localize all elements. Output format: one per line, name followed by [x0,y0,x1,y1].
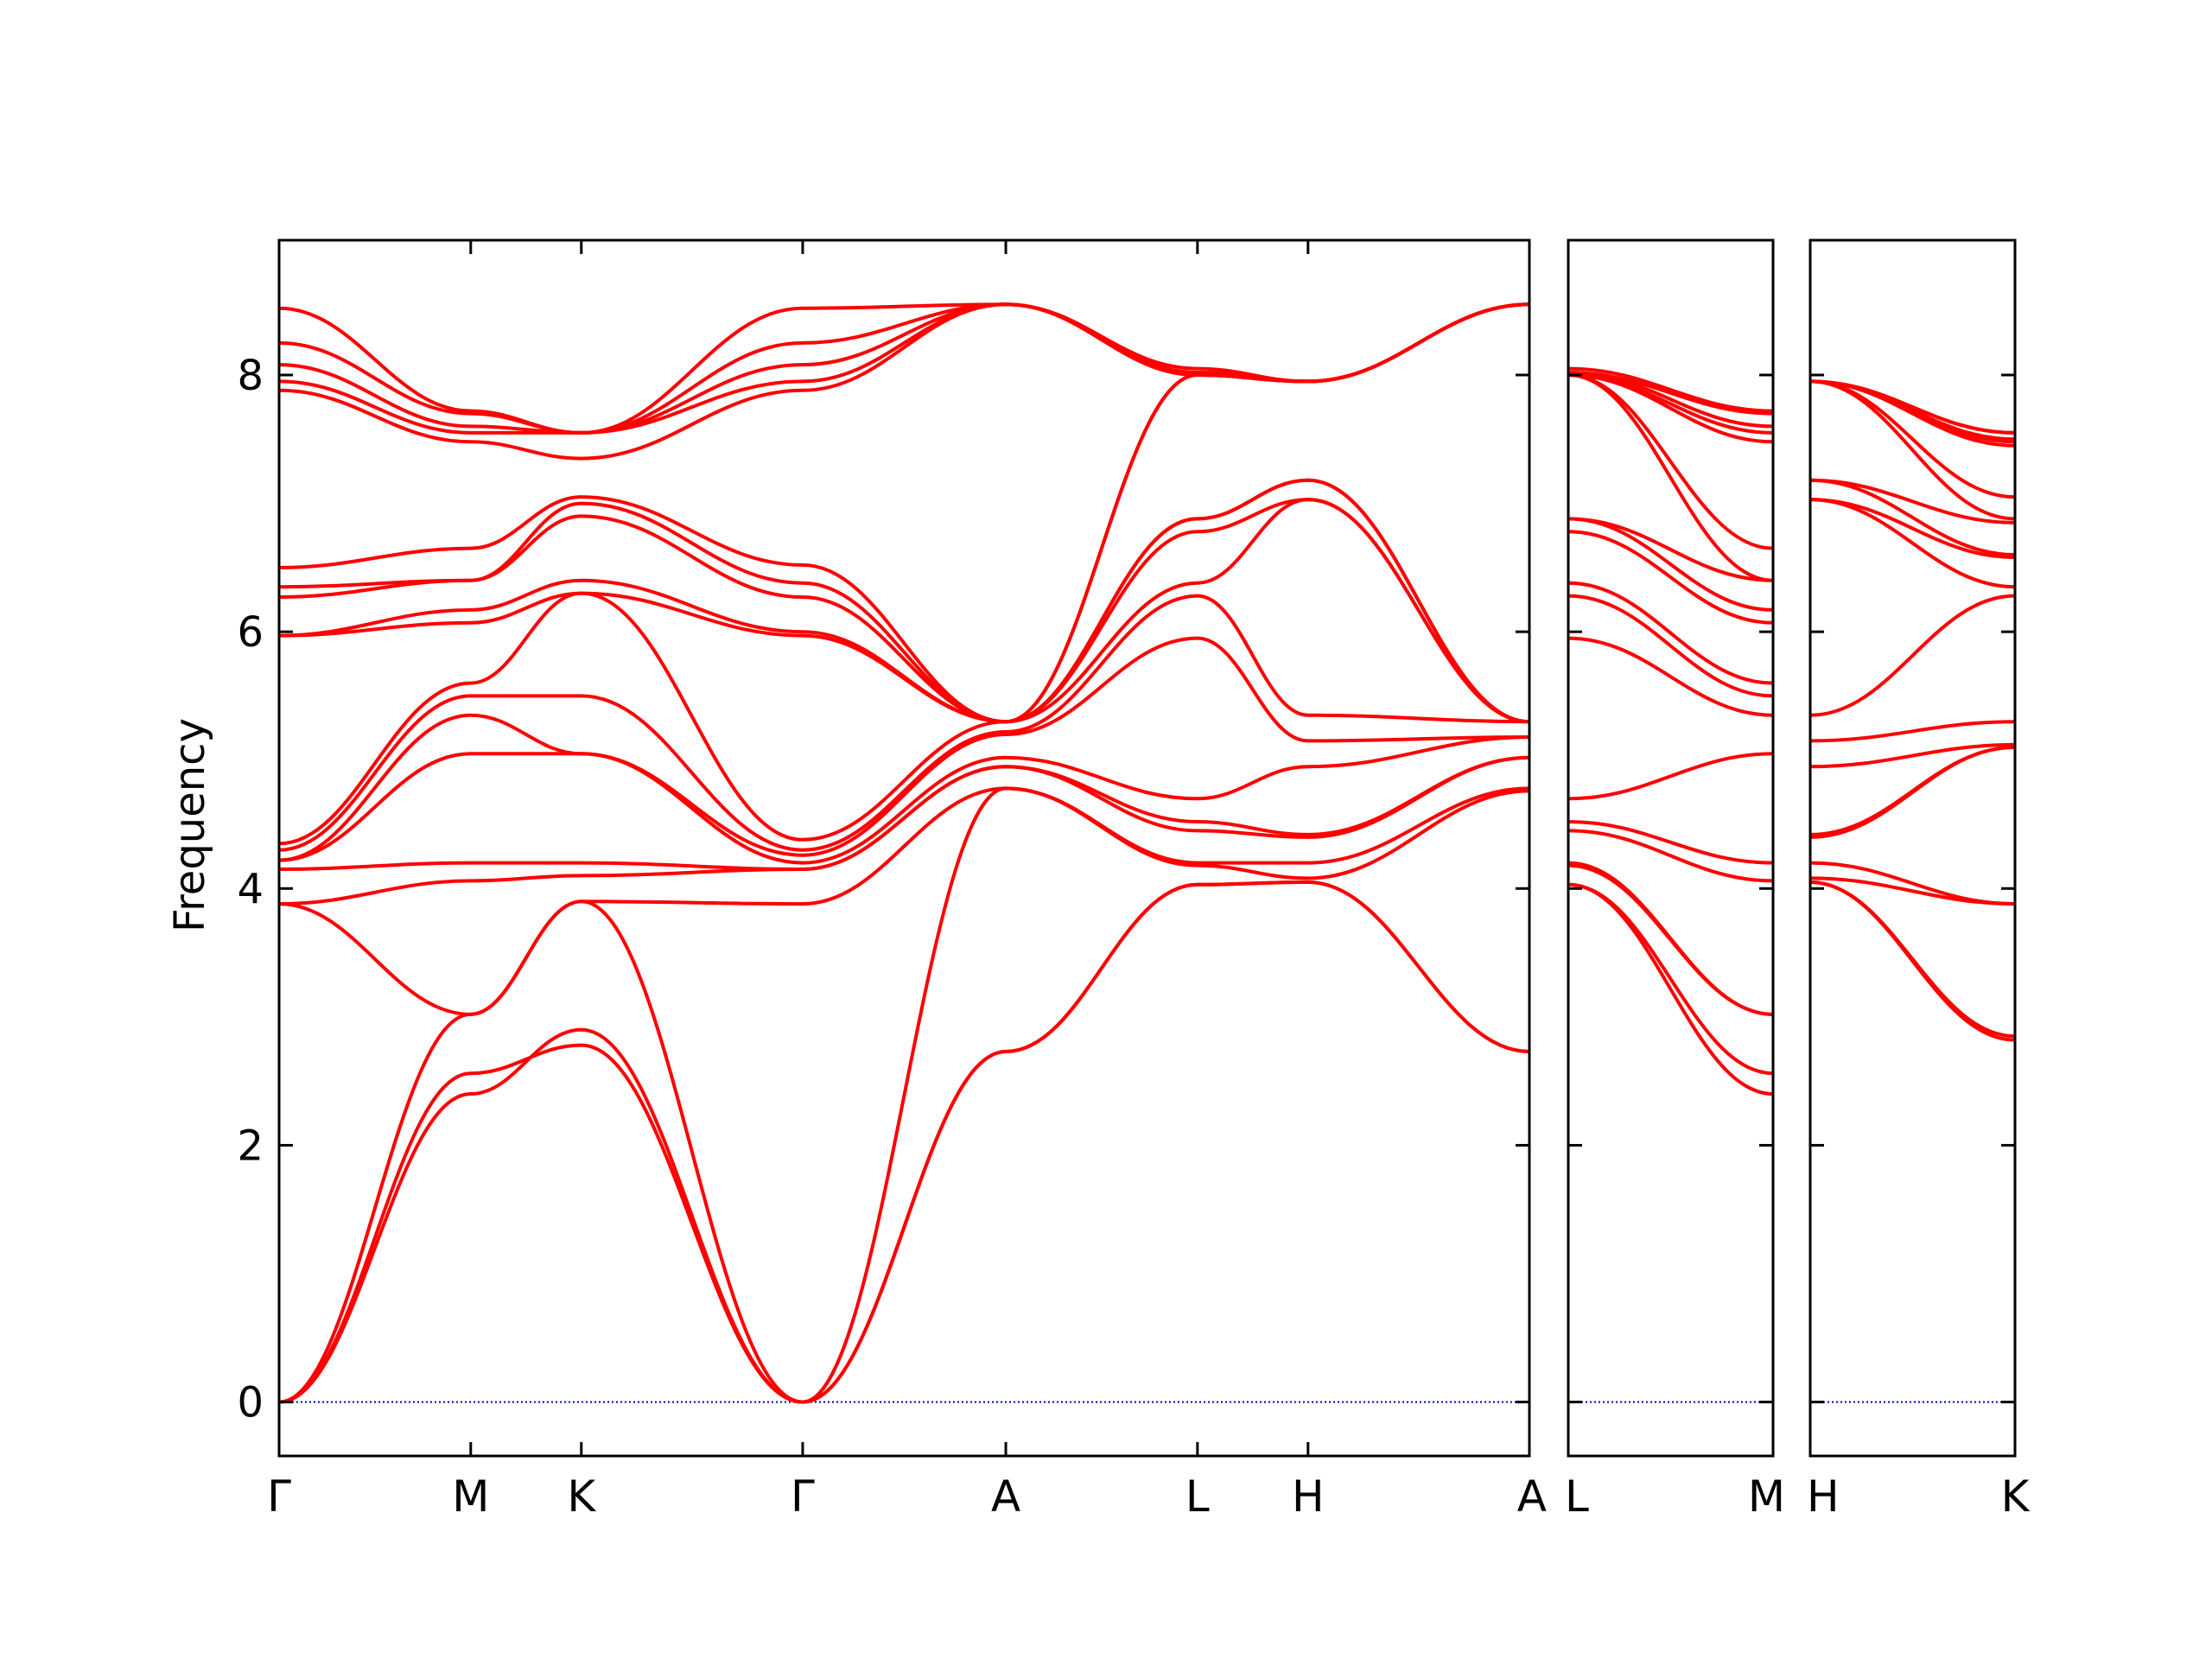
band-line-4 [278,786,1530,1016]
x-tick-label: Γ [267,1471,291,1522]
x-tick-label: K [2001,1471,2031,1522]
band-line-9 [1567,594,1774,698]
band-line-6 [1809,745,2016,836]
band-line-20 [1809,379,2016,435]
x-tick-label: A [991,1471,1020,1522]
band-line-4 [1567,861,1774,1016]
x-tick-label: K [567,1471,596,1522]
plot-frame [1808,238,2017,1458]
y-tick-label: 0 [237,1379,264,1427]
band-line-14 [1809,379,2016,521]
band-line-6 [1567,820,1774,865]
band-line-12 [278,478,1530,724]
band-line-15 [1809,379,2016,499]
y-tick-label: 2 [237,1122,264,1170]
x-tick-label: H [1292,1471,1325,1522]
x-tick-label: M [1748,1471,1785,1522]
band-line-13 [1567,517,1774,582]
band-line-1 [278,880,1530,1404]
band-line-7 [1809,742,2016,769]
band-line-2 [1809,880,2016,1039]
y-tick-label: 8 [237,352,264,400]
band-line-16 [278,302,1530,461]
band-line-2 [1567,882,1774,1076]
x-tick-label: Γ [791,1471,815,1522]
band-line-8 [1809,720,2016,743]
band-line-4 [1809,861,2016,906]
band-line-18 [1567,371,1774,429]
x-tick-label: L [1565,1471,1589,1522]
band-line-5 [1567,829,1774,883]
band-line-19 [278,302,1530,435]
band-line-20 [1567,366,1774,413]
band-line-19 [1567,371,1774,416]
band-line-6 [278,755,1530,871]
band-line-8 [278,636,1530,862]
y-tick-label: 6 [237,608,264,657]
x-tick-label: L [1185,1471,1210,1522]
x-tick-label: A [1517,1471,1547,1522]
band-line-2 [278,880,1530,1404]
band-line-10 [1567,581,1774,685]
y-axis-label: Frequency [166,718,214,932]
band-line-7 [278,735,1530,865]
band-line-20 [278,302,1530,435]
band-line-9 [1809,594,2016,717]
band-line-17 [1567,373,1774,435]
band-line-7 [1567,752,1774,801]
band-line-8 [1567,636,1774,717]
band-line-11 [1809,498,2016,559]
band-line-9 [278,594,1530,852]
x-tick-label: H [1807,1471,1840,1522]
y-tick-label: 4 [237,865,264,913]
band-line-12 [1567,517,1774,612]
panel-1: 0 2 4 6 8 Γ M K Γ A L H A [237,238,1547,1522]
plot-frame [1567,238,1775,1458]
band-line-13 [1809,478,2016,524]
band-line-15 [1567,373,1774,550]
band-line-13 [278,478,1530,724]
x-tick-label: M [452,1471,489,1522]
band-line-11 [1567,530,1774,625]
plot-frame [277,238,1531,1458]
